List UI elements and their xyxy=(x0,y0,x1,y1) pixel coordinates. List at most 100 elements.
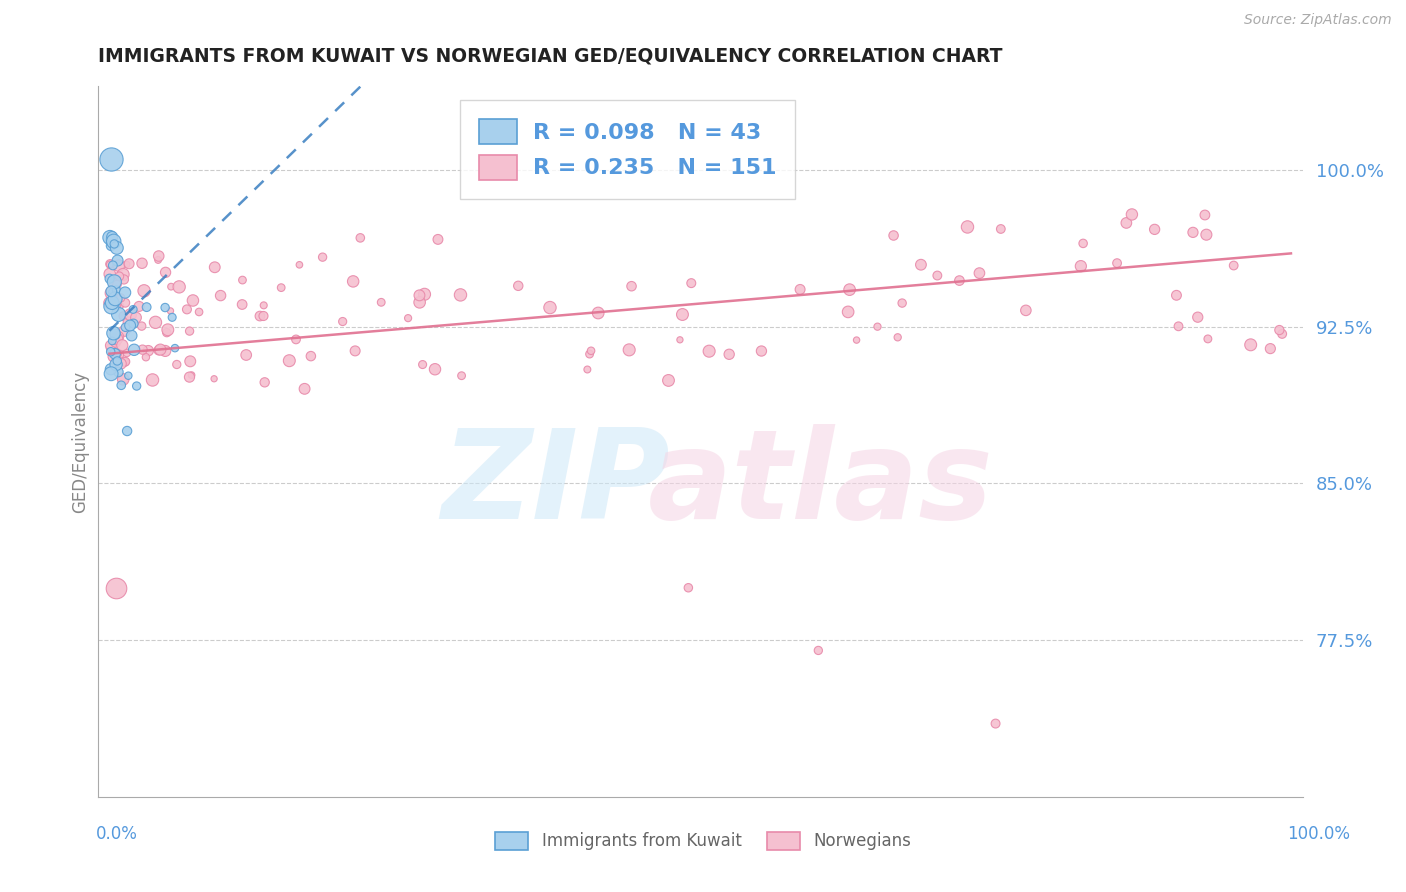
Point xyxy=(370,295,392,310)
Point xyxy=(837,305,859,319)
Point xyxy=(990,222,1012,236)
Point xyxy=(101,285,124,299)
Point xyxy=(110,378,132,392)
Point xyxy=(153,301,176,315)
Point xyxy=(252,309,274,323)
Point xyxy=(98,338,121,352)
Point xyxy=(669,333,692,347)
Legend: Immigrants from Kuwait, Norwegians: Immigrants from Kuwait, Norwegians xyxy=(486,823,920,859)
Point xyxy=(299,349,322,363)
Point xyxy=(910,258,932,272)
Point xyxy=(156,323,179,337)
Point xyxy=(845,333,868,347)
Point xyxy=(1105,256,1128,270)
Point xyxy=(103,235,125,249)
Point xyxy=(332,314,354,328)
Point xyxy=(98,271,121,285)
Point xyxy=(98,296,121,310)
Point xyxy=(107,259,129,273)
Point xyxy=(101,259,124,273)
Point xyxy=(1195,227,1218,242)
Point xyxy=(114,320,136,334)
Point xyxy=(1240,338,1263,352)
Point xyxy=(131,256,153,270)
Point xyxy=(117,368,139,383)
Point xyxy=(948,274,970,288)
Point xyxy=(576,362,599,376)
Point xyxy=(132,284,155,298)
Point xyxy=(98,267,121,281)
Point xyxy=(927,268,949,283)
Point xyxy=(110,299,132,313)
Point xyxy=(105,347,128,361)
Point xyxy=(253,298,276,312)
Point xyxy=(838,283,860,297)
Point xyxy=(1015,303,1038,318)
Point xyxy=(344,343,367,358)
Point xyxy=(1071,236,1094,251)
Point xyxy=(285,333,308,347)
Point xyxy=(176,302,198,317)
Point xyxy=(112,309,135,323)
Point xyxy=(883,228,905,243)
Point xyxy=(1143,222,1166,236)
Point xyxy=(180,368,202,383)
Point xyxy=(202,372,225,386)
Point xyxy=(235,348,257,362)
Point xyxy=(100,233,122,247)
Point xyxy=(105,581,128,595)
Point xyxy=(128,300,150,314)
Point xyxy=(114,295,136,310)
Point xyxy=(886,330,908,344)
Point xyxy=(100,239,122,253)
Point xyxy=(408,295,430,310)
Point xyxy=(135,350,157,364)
Point xyxy=(125,310,148,325)
Point xyxy=(114,354,136,368)
Point xyxy=(413,287,436,301)
Point xyxy=(136,343,159,358)
Point xyxy=(112,272,135,286)
Point xyxy=(412,358,434,372)
Point xyxy=(105,358,128,372)
Point xyxy=(122,302,145,317)
Point xyxy=(114,355,136,369)
Point xyxy=(1222,259,1244,273)
Text: atlas: atlas xyxy=(648,424,994,545)
Point xyxy=(107,253,129,268)
Point xyxy=(131,343,153,357)
Point xyxy=(751,344,773,359)
Point xyxy=(122,317,145,331)
Point xyxy=(114,324,136,338)
Point xyxy=(408,288,430,302)
Point xyxy=(108,269,131,284)
Point xyxy=(149,343,172,357)
Point xyxy=(135,300,157,314)
Point xyxy=(104,292,127,306)
Text: IMMIGRANTS FROM KUWAIT VS NORWEGIAN GED/EQUIVALENCY CORRELATION CHART: IMMIGRANTS FROM KUWAIT VS NORWEGIAN GED/… xyxy=(97,46,1002,65)
Point xyxy=(100,285,122,299)
Point xyxy=(508,278,530,293)
Point xyxy=(1167,319,1189,334)
Point xyxy=(311,250,333,264)
Point xyxy=(98,230,121,244)
Point xyxy=(1194,208,1216,222)
Point xyxy=(146,252,169,267)
Point xyxy=(118,316,141,330)
Point xyxy=(179,354,201,368)
Point xyxy=(120,318,142,333)
Point xyxy=(100,341,122,355)
Point xyxy=(115,346,138,360)
Point xyxy=(100,344,122,359)
Point xyxy=(396,311,419,326)
Point xyxy=(104,299,127,313)
Point xyxy=(110,291,132,305)
Point xyxy=(105,354,128,368)
Point xyxy=(103,277,125,291)
Point xyxy=(657,374,679,388)
Point xyxy=(956,219,979,234)
Point xyxy=(671,308,693,322)
Point xyxy=(678,581,700,595)
Point xyxy=(789,282,811,296)
Point xyxy=(179,370,201,384)
